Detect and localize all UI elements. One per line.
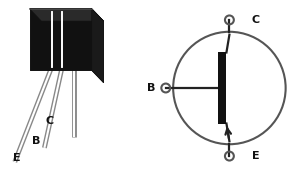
Text: C: C — [46, 116, 54, 125]
Polygon shape — [92, 9, 104, 83]
Polygon shape — [30, 9, 92, 70]
Text: B: B — [32, 136, 41, 146]
Polygon shape — [30, 9, 104, 21]
Text: E: E — [13, 153, 21, 163]
Polygon shape — [92, 9, 104, 83]
Polygon shape — [30, 9, 104, 21]
Polygon shape — [30, 9, 92, 70]
Text: C: C — [252, 15, 260, 25]
Text: E: E — [252, 151, 260, 161]
Text: B: B — [147, 83, 155, 93]
Bar — [218, 52, 226, 124]
